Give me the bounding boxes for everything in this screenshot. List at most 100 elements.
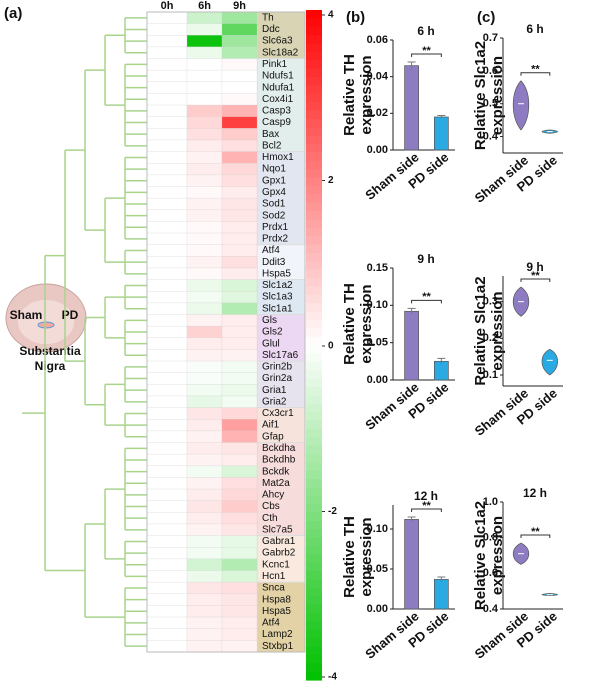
heatmap-cell — [221, 279, 258, 292]
gene-label: Gpx1 — [262, 175, 286, 186]
heatmap-cell — [146, 535, 188, 548]
heatmap-cell — [146, 616, 188, 629]
column-label: 6h — [198, 0, 211, 12]
y-axis-label: expression — [489, 291, 506, 370]
colorbar-step — [306, 194, 322, 204]
heatmap-cell — [186, 244, 223, 257]
colorbar-step — [306, 35, 322, 45]
colorbar-step — [306, 261, 322, 271]
heatmap-cell — [186, 616, 223, 629]
colorbar-step — [306, 571, 322, 581]
y-tick-label: 0.00 — [367, 144, 388, 156]
heatmap-cell — [221, 163, 258, 176]
colorbar-step — [306, 286, 322, 296]
error-bar — [407, 61, 416, 70]
heatmap-cell — [221, 640, 258, 653]
gene-label: Prdx1 — [262, 222, 289, 233]
heatmap-cell — [146, 337, 188, 350]
colorbar-step — [306, 85, 322, 95]
colorbar-tick-label: 2 — [328, 175, 334, 186]
colorbar-step — [306, 579, 322, 589]
colorbar-step — [306, 26, 322, 36]
gene-label: Cth — [262, 513, 278, 524]
y-tick-label: 0.6 — [483, 567, 498, 579]
colorbar-step — [306, 18, 322, 28]
heatmap-cell — [146, 302, 188, 315]
colorbar-step — [306, 520, 322, 530]
colorbar-step — [306, 211, 322, 220]
heatmap-cell — [221, 407, 258, 420]
colorbar-step — [306, 462, 322, 472]
y-tick-label: 0.10 — [367, 299, 388, 311]
heatmap-cell — [186, 419, 223, 432]
gene-label: Lamp2 — [262, 629, 293, 640]
heatmap-cell — [186, 128, 223, 141]
gene-label: Bcl2 — [262, 140, 282, 151]
heatmap-cell — [146, 93, 188, 106]
gene-label: Slc18a2 — [262, 47, 299, 58]
colorbar-tick-label: -2 — [328, 506, 337, 517]
heatmap-cell — [221, 116, 258, 129]
heatmap-cell — [221, 267, 258, 280]
heatmap-frame — [146, 11, 306, 653]
heatmap-cell — [221, 360, 258, 373]
heatmap-cell — [146, 151, 188, 164]
heatmap-cell — [146, 349, 188, 362]
heatmap-cell — [186, 593, 223, 606]
heatmap-cell — [186, 256, 223, 269]
colorbar-step — [306, 671, 322, 681]
heatmap-cell — [221, 23, 258, 36]
y-axis-label: Relative Slc1a2 — [472, 501, 489, 610]
annotation: PD — [62, 308, 79, 322]
colorbar-step — [306, 554, 322, 564]
heatmap-cell — [146, 232, 188, 245]
heatmap-cell — [221, 558, 258, 571]
colorbar-step — [306, 663, 322, 673]
heatmap-cell — [186, 232, 223, 245]
colorbar-step — [306, 353, 322, 363]
gene-label: Casp9 — [262, 117, 291, 128]
panel-label: (a) — [4, 5, 22, 22]
significance: ** — [422, 45, 431, 57]
heatmap-cell — [221, 104, 258, 117]
y-tick-label: 0.4 — [483, 603, 499, 615]
heatmap-cell — [186, 570, 223, 583]
colorbar-step — [306, 60, 322, 70]
heatmap-cell — [221, 11, 258, 24]
gene-label: Sod1 — [262, 199, 286, 210]
heatmap-cell — [186, 221, 223, 234]
row-group — [256, 11, 306, 60]
heatmap-cell — [186, 314, 223, 327]
y-tick-label: 0.05 — [367, 337, 388, 349]
heatmap-cell — [146, 570, 188, 583]
colorbar-step — [306, 654, 322, 664]
heatmap-cell — [186, 407, 223, 420]
heatmap-cell — [186, 291, 223, 304]
colorbar-step — [306, 336, 322, 346]
y-tick-label: 0.8 — [483, 532, 498, 544]
gene-label: Snca — [262, 583, 285, 594]
gene-label: Gria1 — [262, 385, 287, 396]
colorbar-step — [306, 470, 322, 480]
heatmap-cell — [221, 35, 258, 48]
heatmap-cell — [221, 581, 258, 595]
colorbar-step — [306, 479, 322, 488]
gene-label: Bckdk — [262, 466, 290, 477]
y-axis-label: Relative TH — [341, 516, 358, 598]
y-tick-label: 0.06 — [367, 34, 388, 46]
heatmap-cell — [221, 535, 258, 548]
heatmap-cell — [221, 512, 258, 525]
heatmap-cell — [186, 360, 223, 373]
colorbar-step — [306, 487, 322, 497]
gene-label: Kcnc1 — [262, 559, 290, 570]
gene-label: Bax — [262, 129, 279, 140]
y-tick-label: 0.04 — [367, 71, 389, 83]
heatmap-cell — [186, 11, 223, 24]
heatmap-cell — [186, 395, 223, 408]
heatmap-cell — [221, 523, 258, 536]
heatmap-cell — [186, 488, 223, 501]
colorbar-step — [306, 319, 322, 329]
colorbar-step — [306, 613, 322, 622]
colorbar-step — [306, 328, 322, 338]
